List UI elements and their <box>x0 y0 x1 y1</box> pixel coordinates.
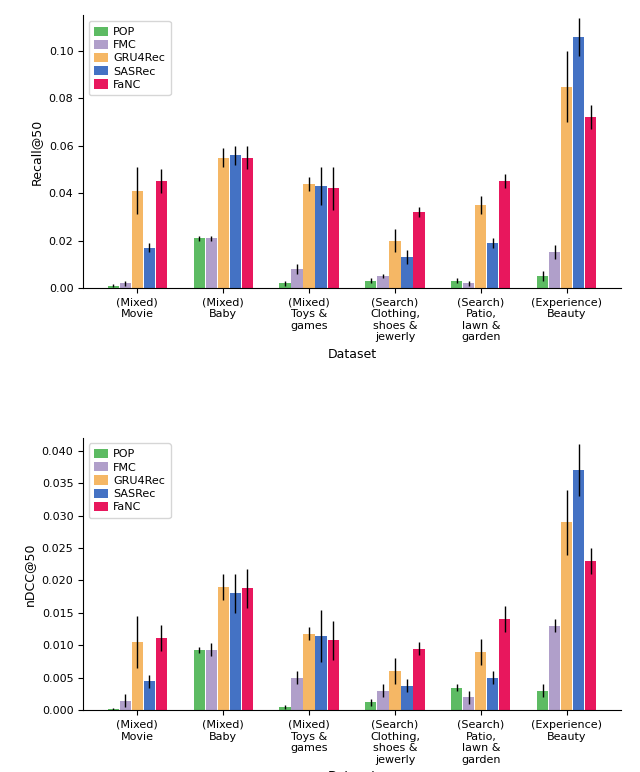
Bar <box>205 650 217 710</box>
Bar <box>573 470 584 710</box>
Bar <box>291 269 303 288</box>
Bar <box>242 588 253 710</box>
Bar <box>585 561 596 710</box>
Bar <box>537 691 548 710</box>
Bar <box>205 238 217 288</box>
Bar <box>108 286 119 288</box>
Bar <box>193 238 205 288</box>
Bar <box>316 635 326 710</box>
Bar <box>365 281 376 288</box>
Bar <box>463 283 474 288</box>
Y-axis label: Recall@50: Recall@50 <box>30 119 43 185</box>
Bar <box>303 634 315 710</box>
Bar <box>316 186 326 288</box>
Bar <box>561 86 572 288</box>
Legend: POP, FMC, GRU4Rec, SASRec, FaNC: POP, FMC, GRU4Rec, SASRec, FaNC <box>89 21 171 96</box>
Bar <box>144 248 155 288</box>
Bar <box>230 594 241 710</box>
Bar <box>218 157 228 288</box>
X-axis label: Dataset: Dataset <box>328 348 376 361</box>
Bar <box>280 707 291 710</box>
Bar <box>499 181 511 288</box>
Bar <box>389 672 401 710</box>
Bar <box>303 184 315 288</box>
Bar <box>549 252 560 288</box>
Bar <box>537 276 548 288</box>
Bar <box>156 181 167 288</box>
Bar <box>378 691 388 710</box>
X-axis label: Dataset: Dataset <box>328 770 376 772</box>
Bar <box>463 697 474 710</box>
Bar <box>193 650 205 710</box>
Bar <box>451 281 462 288</box>
Bar <box>291 678 303 710</box>
Bar <box>132 642 143 710</box>
Bar <box>487 243 499 288</box>
Bar <box>476 205 486 288</box>
Bar <box>499 619 511 710</box>
Bar <box>120 283 131 288</box>
Bar <box>144 681 155 710</box>
Bar <box>120 700 131 710</box>
Bar <box>476 652 486 710</box>
Bar <box>378 276 388 288</box>
Bar <box>389 241 401 288</box>
Bar <box>280 283 291 288</box>
Bar <box>413 212 424 288</box>
Bar <box>230 155 241 288</box>
Bar <box>413 648 424 710</box>
Bar <box>365 703 376 710</box>
Bar <box>328 188 339 288</box>
Bar <box>451 688 462 710</box>
Y-axis label: nDCC@50: nDCC@50 <box>23 542 36 606</box>
Bar <box>573 37 584 288</box>
Bar <box>549 626 560 710</box>
Legend: POP, FMC, GRU4Rec, SASRec, FaNC: POP, FMC, GRU4Rec, SASRec, FaNC <box>89 443 171 518</box>
Bar <box>242 157 253 288</box>
Bar <box>156 638 167 710</box>
Bar <box>108 709 119 710</box>
Bar <box>401 257 413 288</box>
Bar <box>585 117 596 288</box>
Bar <box>218 587 228 710</box>
Bar <box>487 678 499 710</box>
Bar <box>132 191 143 288</box>
Bar <box>401 686 413 710</box>
Bar <box>328 640 339 710</box>
Bar <box>561 522 572 710</box>
